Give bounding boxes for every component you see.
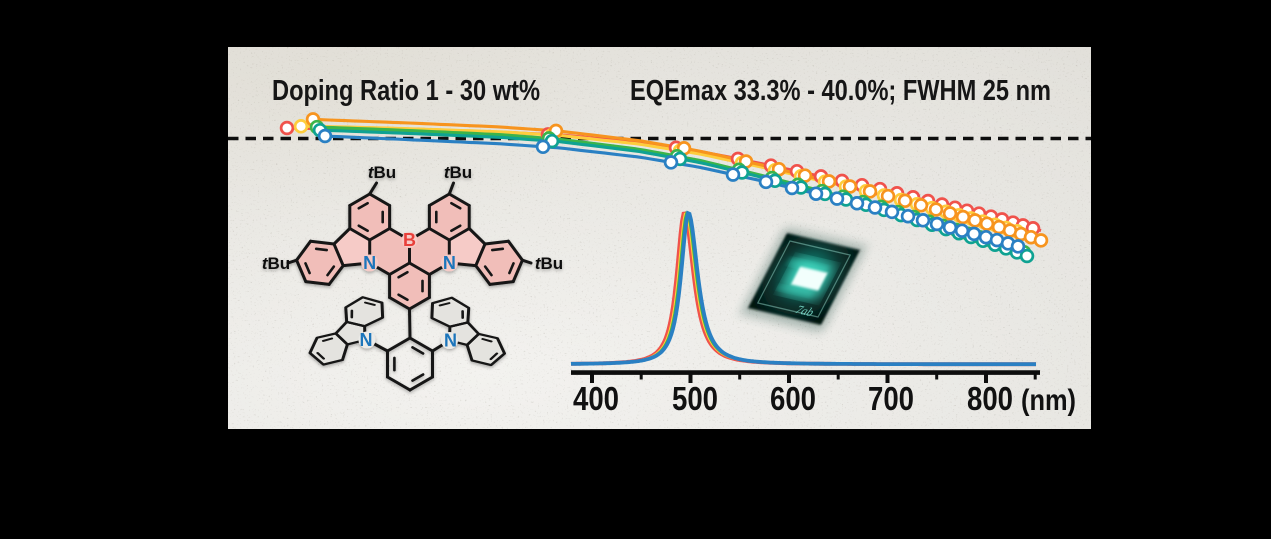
- svg-text:800: 800: [967, 380, 1013, 417]
- svg-text:tBu: tBu: [368, 163, 396, 182]
- svg-text:N: N: [444, 331, 457, 351]
- svg-text:N: N: [443, 253, 456, 273]
- svg-text:tBu: tBu: [444, 163, 472, 182]
- svg-text:700: 700: [868, 380, 914, 417]
- svg-text:500: 500: [672, 380, 718, 417]
- svg-text:400: 400: [573, 380, 619, 417]
- svg-text:7ab: 7ab: [793, 302, 816, 319]
- svg-text:Doping Ratio 1 - 30 wt%: Doping Ratio 1 - 30 wt%: [272, 75, 540, 107]
- svg-text:N: N: [363, 253, 376, 273]
- svg-text:tBu: tBu: [262, 254, 290, 273]
- svg-text:600: 600: [770, 380, 816, 417]
- svg-text:tBu: tBu: [535, 254, 563, 273]
- svg-text:B: B: [403, 230, 416, 250]
- svg-text:EQEmax 33.3% - 40.0%; FWHM 25: EQEmax 33.3% - 40.0%; FWHM 25 nm: [630, 75, 1051, 107]
- svg-text:(nm): (nm): [1021, 384, 1076, 417]
- svg-text:N: N: [360, 330, 373, 350]
